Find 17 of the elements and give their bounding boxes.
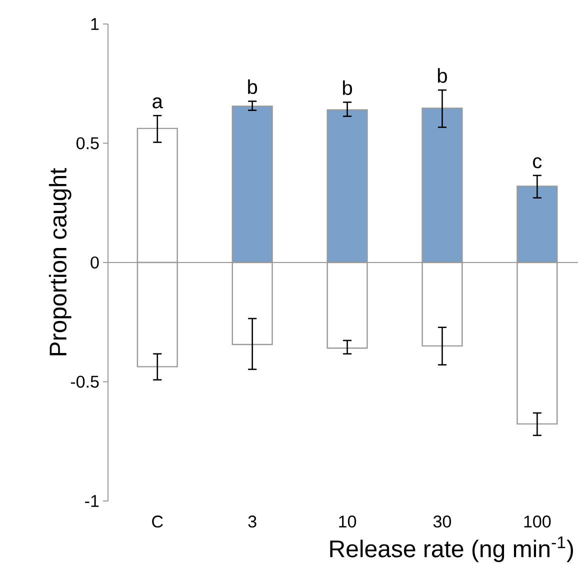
y-tick-label: -1 xyxy=(85,495,99,507)
annotation: c xyxy=(533,157,542,168)
y-tick-label: -0.5 xyxy=(70,376,99,388)
x-tick-label: 10 xyxy=(339,516,356,528)
annotation: b xyxy=(343,80,352,96)
y-tick-label: 0.5 xyxy=(76,137,99,150)
annotation: b xyxy=(248,79,258,94)
x-tick-label: C xyxy=(152,516,163,528)
x-tick-label: 30 xyxy=(433,516,452,528)
x-axis-title: Release rate (ng min$^{-1}$) xyxy=(330,536,573,562)
y-axis-title: Proportion caught xyxy=(48,168,72,356)
annotation: a xyxy=(152,97,163,108)
x-tick-label: 3 xyxy=(248,516,256,528)
y-tick-label: 0 xyxy=(90,256,99,269)
x-tick-label: 100 xyxy=(524,516,551,528)
y-tick-label: 1 xyxy=(91,18,99,30)
annotation: b xyxy=(438,68,447,83)
